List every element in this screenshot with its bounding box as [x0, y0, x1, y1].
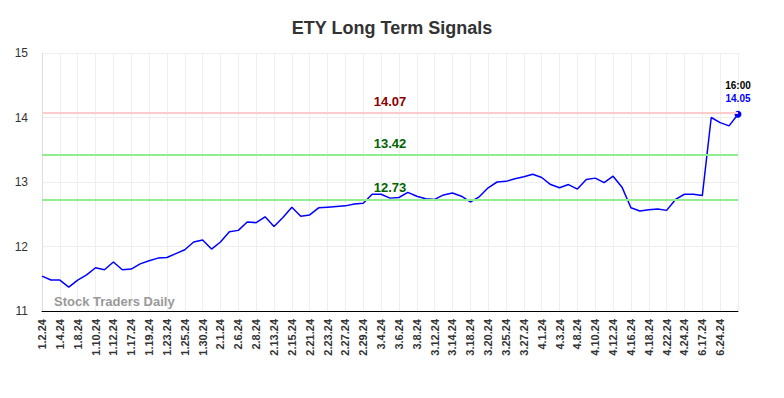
svg-text:3.18.24: 3.18.24	[464, 318, 476, 356]
svg-text:4.24.24: 4.24.24	[678, 318, 690, 356]
svg-text:2.21.24: 2.21.24	[304, 318, 316, 356]
svg-text:1.12.24: 1.12.24	[107, 318, 119, 356]
svg-text:1.17.24: 1.17.24	[125, 318, 137, 356]
svg-text:1.23.24: 1.23.24	[161, 318, 173, 356]
svg-text:2.13.24: 2.13.24	[268, 318, 280, 356]
svg-text:6.24.24: 6.24.24	[714, 318, 726, 356]
svg-text:ETY Long Term Signals: ETY Long Term Signals	[292, 18, 492, 38]
svg-text:13: 13	[15, 175, 29, 189]
svg-text:4.1.24: 4.1.24	[536, 318, 548, 349]
svg-text:4.22.24: 4.22.24	[661, 318, 673, 356]
svg-text:2.23.24: 2.23.24	[322, 318, 334, 356]
svg-text:4.18.24: 4.18.24	[643, 318, 655, 356]
svg-text:2.27.24: 2.27.24	[339, 318, 351, 356]
svg-text:6.17.24: 6.17.24	[696, 318, 708, 356]
svg-text:4.16.24: 4.16.24	[625, 318, 637, 356]
svg-text:2.6.24: 2.6.24	[232, 318, 244, 349]
svg-text:14.05: 14.05	[725, 93, 750, 104]
svg-text:11: 11	[16, 304, 29, 318]
svg-text:3.12.24: 3.12.24	[429, 318, 441, 356]
svg-text:3.20.24: 3.20.24	[482, 318, 494, 356]
svg-text:15: 15	[15, 46, 29, 60]
svg-text:4.12.24: 4.12.24	[607, 318, 619, 356]
svg-text:1.10.24: 1.10.24	[90, 318, 102, 356]
svg-text:13.42: 13.42	[374, 136, 407, 151]
svg-text:1.8.24: 1.8.24	[72, 318, 84, 349]
svg-text:3.8.24: 3.8.24	[411, 318, 423, 349]
svg-text:14.07: 14.07	[374, 94, 407, 109]
svg-text:1.2.24: 1.2.24	[36, 318, 48, 349]
svg-text:1.30.24: 1.30.24	[197, 318, 209, 356]
svg-text:3.4.24: 3.4.24	[375, 318, 387, 349]
svg-text:2.15.24: 2.15.24	[286, 318, 298, 356]
svg-text:1.19.24: 1.19.24	[143, 318, 155, 356]
svg-text:16:00: 16:00	[725, 80, 751, 91]
svg-text:1.25.24: 1.25.24	[179, 318, 191, 356]
svg-text:Stock Traders Daily: Stock Traders Daily	[54, 294, 175, 309]
svg-text:3.25.24: 3.25.24	[500, 318, 512, 356]
svg-text:2.29.24: 2.29.24	[357, 318, 369, 356]
svg-text:12: 12	[15, 240, 29, 254]
svg-text:1.4.24: 1.4.24	[54, 318, 66, 349]
svg-text:3.27.24: 3.27.24	[518, 318, 530, 356]
svg-text:12.73: 12.73	[374, 180, 407, 195]
svg-text:4.10.24: 4.10.24	[589, 318, 601, 356]
svg-text:4.8.24: 4.8.24	[571, 318, 583, 349]
svg-text:14: 14	[15, 111, 29, 125]
svg-text:3.6.24: 3.6.24	[393, 318, 405, 349]
svg-text:4.3.24: 4.3.24	[554, 318, 566, 349]
svg-text:2.1.24: 2.1.24	[214, 318, 226, 349]
svg-text:3.14.24: 3.14.24	[446, 318, 458, 356]
svg-text:2.8.24: 2.8.24	[250, 318, 262, 349]
